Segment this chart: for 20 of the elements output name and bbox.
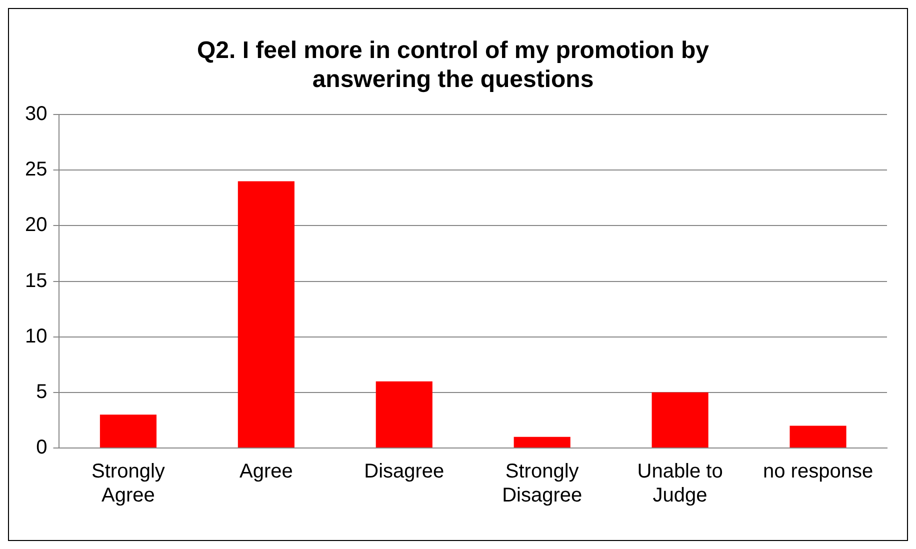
y-tick-label: 0	[36, 436, 48, 459]
bar	[514, 436, 570, 448]
bar	[238, 181, 294, 448]
x-tick-label: Disagree	[364, 460, 444, 483]
bar	[652, 392, 708, 448]
y-tick-label: 25	[24, 158, 48, 181]
x-tick-label: Strongly Agree	[92, 460, 165, 507]
bar	[790, 426, 846, 448]
y-tick-label: 30	[24, 103, 48, 126]
x-tick-label: Agree	[239, 460, 293, 483]
bar	[100, 414, 157, 448]
chart-title: Q2. I feel more in control of my promotion by answering the questions	[196, 37, 710, 93]
y-tick-label: 5	[36, 380, 48, 403]
y-tick-label: 15	[24, 270, 48, 292]
y-tick-label: 10	[24, 325, 48, 348]
x-tick-label: no response	[762, 460, 874, 483]
bar	[376, 381, 432, 448]
x-tick-label: Unable to Judge	[637, 460, 723, 507]
x-tick-label: Strongly Disagree	[502, 460, 582, 507]
y-tick-label: 20	[24, 214, 48, 236]
